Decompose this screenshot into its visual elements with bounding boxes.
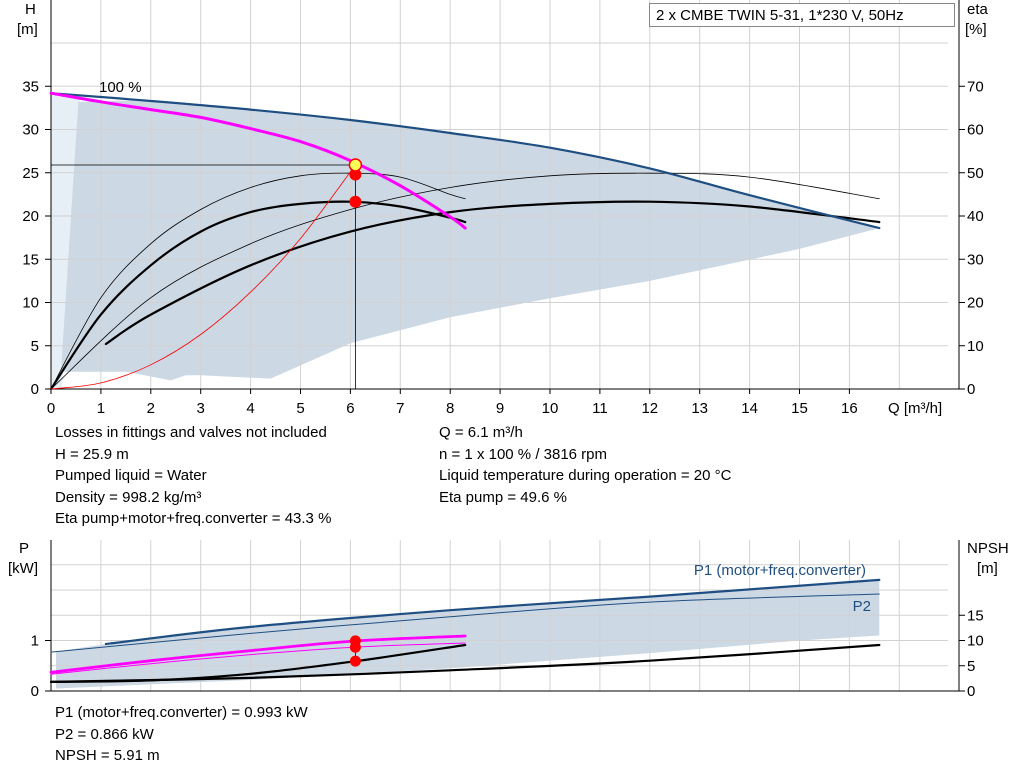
x-tick-label: 15 xyxy=(791,400,808,417)
qh-operating-curve xyxy=(49,91,467,230)
info-npsh: NPSH = 5.91 m xyxy=(55,747,160,765)
speed-percent-label: 100 % xyxy=(99,79,142,96)
info-flow: Q = 6.1 m³/h xyxy=(439,424,523,441)
eta-axis-unit: [%] xyxy=(965,21,987,38)
eta-single-max-curve xyxy=(50,172,466,390)
eta-tick-label: 50 xyxy=(967,165,984,182)
eta-tick-label: 60 xyxy=(967,122,984,139)
info-right-block: Q = 6.1 m³/h n = 1 x 100 % / 3816 rpm Li… xyxy=(439,422,731,508)
x-tick-label: 4 xyxy=(246,400,254,417)
p2-single-curve xyxy=(50,642,466,675)
h-axis-unit: [m] xyxy=(17,21,38,38)
npsh-axis-unit: [m] xyxy=(977,560,998,577)
x-tick-label: 0 xyxy=(47,400,55,417)
info-losses-note: Losses in fittings and valves not includ… xyxy=(55,424,327,441)
qh-low-flow-band xyxy=(51,95,80,389)
info-power-block: P1 (motor+freq.converter) = 0.993 kW P2 … xyxy=(55,702,308,767)
info-speed: n = 1 x 100 % / 3816 rpm xyxy=(439,445,608,463)
qh-max-curve xyxy=(49,92,881,230)
p1-single-curve xyxy=(49,634,467,674)
info-p2: P2 = 0.866 kW xyxy=(55,725,154,743)
x-tick-label: 12 xyxy=(641,400,658,417)
q-axis-title: Q [m³/h] xyxy=(888,400,942,417)
npsh-tick-label: 10 xyxy=(967,633,984,650)
info-eta-pump: Eta pump = 49.6 % xyxy=(439,488,567,506)
info-liquid-temperature: Liquid temperature during operation = 20… xyxy=(439,467,732,485)
npsh-tick-label: 15 xyxy=(967,607,984,624)
h-tick-label: 20 xyxy=(22,208,39,225)
product-title: 2 x CMBE TWIN 5-31, 1*230 V, 50Hz xyxy=(649,3,955,27)
p-tick-label: 1 xyxy=(31,633,39,650)
duty-point-eta-marker xyxy=(349,195,362,208)
h-tick-label: 0 xyxy=(31,381,39,398)
p1-series-label: P1 (motor+freq.converter) xyxy=(694,562,866,579)
qh-operating-range-area xyxy=(61,100,880,381)
p-axis-title: P xyxy=(19,540,29,557)
eta-tick-label: 20 xyxy=(967,295,984,312)
x-tick-label: 13 xyxy=(691,400,708,417)
x-tick-label: 8 xyxy=(446,400,454,417)
x-tick-label: 10 xyxy=(542,400,559,417)
x-tick-label: 7 xyxy=(396,400,404,417)
info-pumped-liquid: Pumped liquid = Water xyxy=(55,467,207,485)
x-tick-label: 2 xyxy=(147,400,155,417)
x-tick-label: 11 xyxy=(592,400,608,417)
x-tick-label: 3 xyxy=(197,400,205,417)
eta-tick-label: 10 xyxy=(967,338,984,355)
p-tick-label: 0 xyxy=(31,683,39,700)
p2-duty-marker xyxy=(349,641,361,653)
npsh-tick-label: 5 xyxy=(967,658,975,675)
h-tick-label: 30 xyxy=(22,122,39,139)
p2-series-label: P2 xyxy=(853,598,871,615)
p-axis-unit: [kW] xyxy=(8,560,38,577)
x-tick-label: 5 xyxy=(296,400,304,417)
npsh-tick-label: 0 xyxy=(967,683,975,700)
x-tick-label: 16 xyxy=(841,400,858,417)
duty-point-pump-head-marker xyxy=(349,168,362,181)
h-tick-label: 5 xyxy=(31,338,39,355)
h-tick-label: 25 xyxy=(22,165,39,182)
npsh-duty-marker xyxy=(349,655,361,667)
power-operating-range-area xyxy=(55,579,880,689)
x-tick-label: 6 xyxy=(346,400,354,417)
x-tick-label: 14 xyxy=(741,400,758,417)
eta-tick-label: 70 xyxy=(967,78,984,95)
info-head: H = 25.9 m xyxy=(55,445,129,463)
info-left-block: Losses in fittings and valves not includ… xyxy=(55,422,331,530)
info-p1: P1 (motor+freq.converter) = 0.993 kW xyxy=(55,704,308,721)
info-eta-total: Eta pump+motor+freq.converter = 43.3 % xyxy=(55,510,332,528)
eta-axis-title: eta xyxy=(967,1,989,18)
p1-twin-curve xyxy=(104,578,881,646)
eta-tick-label: 40 xyxy=(967,208,984,225)
duty-point-marker xyxy=(348,158,363,172)
npsh-axis-title: NPSH xyxy=(967,540,1009,557)
eta-single-operating-curve xyxy=(49,200,467,391)
h-axis-title: H xyxy=(25,1,36,18)
h-tick-label: 10 xyxy=(22,295,39,312)
x-tick-label: 1 xyxy=(97,400,105,417)
system-curve xyxy=(50,164,356,390)
eta-twin-max-curve xyxy=(50,172,880,390)
info-density: Density = 998.2 kg/m³ xyxy=(55,488,202,506)
p2-twin-curve xyxy=(50,593,880,653)
eta-twin-operating-curve xyxy=(104,200,881,346)
h-tick-label: 15 xyxy=(22,251,39,268)
eta-tick-label: 0 xyxy=(967,381,975,398)
eta-tick-label: 30 xyxy=(967,251,984,268)
npsh-single-curve xyxy=(49,643,467,683)
h-tick-label: 35 xyxy=(22,78,39,95)
x-tick-label: 9 xyxy=(496,400,504,417)
